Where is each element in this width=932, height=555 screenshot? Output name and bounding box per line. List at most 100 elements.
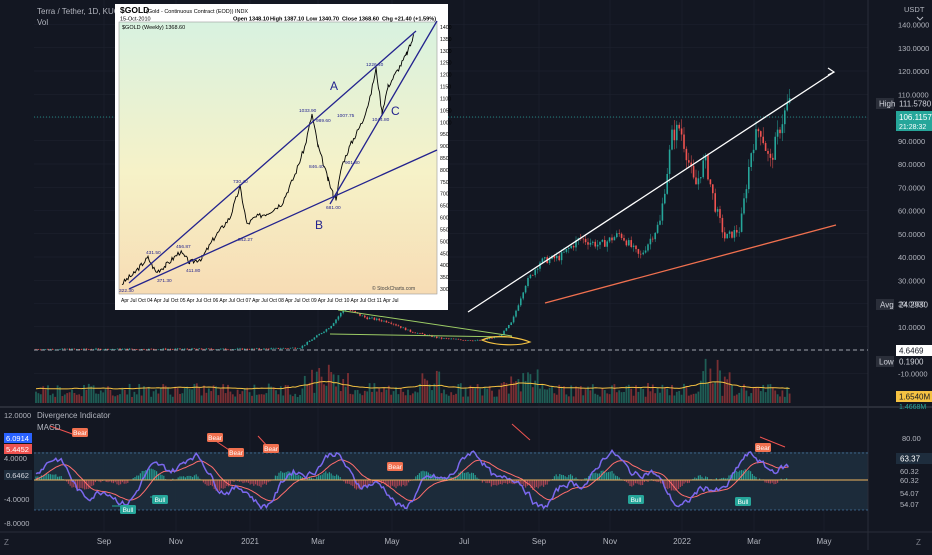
avg-value: 24.2930 — [899, 301, 928, 310]
inset-open: Open 1348.10 — [233, 17, 269, 23]
candle-body — [299, 348, 301, 349]
candle-body — [626, 241, 628, 246]
time-tick-label: Mar — [747, 537, 761, 546]
volume-bar — [270, 387, 272, 403]
candle-body — [201, 348, 203, 349]
candle-body — [220, 349, 222, 350]
volume-bar — [640, 387, 642, 403]
macd-histogram-bar — [568, 475, 569, 480]
volume-bar — [604, 390, 606, 403]
candle-body — [263, 349, 265, 350]
volume-bar — [302, 389, 304, 403]
volume-bar — [698, 392, 700, 403]
volume-bar — [314, 393, 316, 403]
price-note-322: 322.30 — [119, 288, 134, 294]
macd-histogram-bar — [68, 480, 69, 484]
candle-body — [779, 130, 781, 134]
candle-body — [664, 194, 666, 204]
volume-bar — [345, 387, 347, 403]
zoom-left-icon[interactable]: Z — [4, 538, 9, 547]
candle-body — [477, 340, 479, 341]
volume-bar — [659, 393, 661, 403]
currency-label[interactable]: USDT — [904, 5, 925, 14]
candle-body — [369, 318, 371, 319]
volume-bar — [602, 388, 604, 403]
macd-histogram-bar — [208, 480, 209, 486]
volume-bar — [114, 396, 116, 403]
macd-label[interactable]: MACD — [37, 423, 61, 432]
avg-label: Avg — [880, 301, 894, 310]
candle-body — [556, 256, 558, 258]
candle-body — [635, 246, 637, 249]
volume-bar — [112, 395, 114, 403]
candle-body — [45, 349, 47, 350]
price-tick-label: 10.0000 — [898, 323, 925, 332]
zoom-right-icon[interactable]: Z — [916, 538, 921, 547]
candle-body — [683, 135, 685, 149]
macd-histogram-bar — [773, 480, 774, 484]
volume-bar — [232, 394, 234, 403]
volume-bar — [486, 389, 488, 403]
volume-bar — [537, 369, 539, 403]
candle-body — [74, 349, 76, 350]
macd-histogram-bar — [775, 480, 776, 484]
volume-bar — [496, 397, 498, 403]
volume-label[interactable]: Vol — [37, 18, 48, 27]
inset-y-tick: 350 — [440, 275, 449, 281]
macd-histogram-bar — [282, 473, 283, 480]
macd-histogram-bar — [367, 480, 368, 486]
candle-body — [522, 292, 524, 298]
macd-histogram-bar — [228, 480, 229, 486]
candle-body — [681, 128, 683, 134]
macd-histogram-bar — [120, 480, 121, 484]
candle-body — [129, 349, 131, 350]
volume-bar — [678, 391, 680, 403]
macd-histogram-bar — [640, 480, 641, 485]
volume-bar — [693, 394, 695, 403]
volume-bar — [429, 384, 431, 403]
volume-bar — [292, 396, 294, 403]
bear-badge-label: Bear — [264, 446, 279, 453]
macd-histogram-bar — [750, 471, 751, 480]
inset-high: High 1387.10 — [270, 17, 304, 23]
candle-body — [491, 338, 493, 339]
candle-body — [64, 349, 66, 350]
volume-bar — [191, 389, 193, 403]
volume-bar — [268, 384, 270, 403]
divergence-indicator-label[interactable]: Divergence Indicator — [37, 411, 111, 420]
macd-histogram-bar — [338, 476, 339, 480]
candle-body — [333, 323, 335, 326]
macd-histogram-bar — [399, 480, 400, 486]
volume-bar — [729, 372, 731, 403]
volume-bar — [167, 388, 169, 403]
volume-bar — [630, 389, 632, 403]
macd-histogram-bar — [496, 480, 497, 486]
volume-bar — [386, 390, 388, 403]
macd-histogram-bar — [152, 469, 153, 480]
candle-body — [378, 319, 380, 321]
volume-bar — [549, 388, 551, 403]
candle-body — [786, 103, 788, 111]
volume-bar — [366, 391, 368, 403]
macd-histogram-bar — [149, 469, 150, 480]
candle-body — [364, 316, 366, 318]
volume-bar — [290, 395, 292, 403]
macd-histogram-bar — [257, 480, 258, 486]
volume-bar — [189, 389, 191, 403]
macd-histogram-bar — [604, 472, 605, 480]
macd-histogram-bar — [298, 475, 299, 480]
candle-body — [196, 349, 198, 350]
candle-body — [486, 339, 488, 340]
volume-bar — [136, 394, 138, 403]
volume-bar — [318, 368, 320, 403]
wave-label-a: A — [330, 79, 338, 93]
volume-bar — [774, 390, 776, 403]
volume-bar — [266, 393, 268, 403]
volume-bar — [645, 397, 647, 403]
volume-bar — [623, 392, 625, 403]
volume-bar — [599, 397, 601, 403]
macd-right-value-1: 63.37 — [900, 455, 921, 464]
macd-histogram-bar — [79, 480, 80, 489]
volume-bar — [777, 394, 779, 403]
